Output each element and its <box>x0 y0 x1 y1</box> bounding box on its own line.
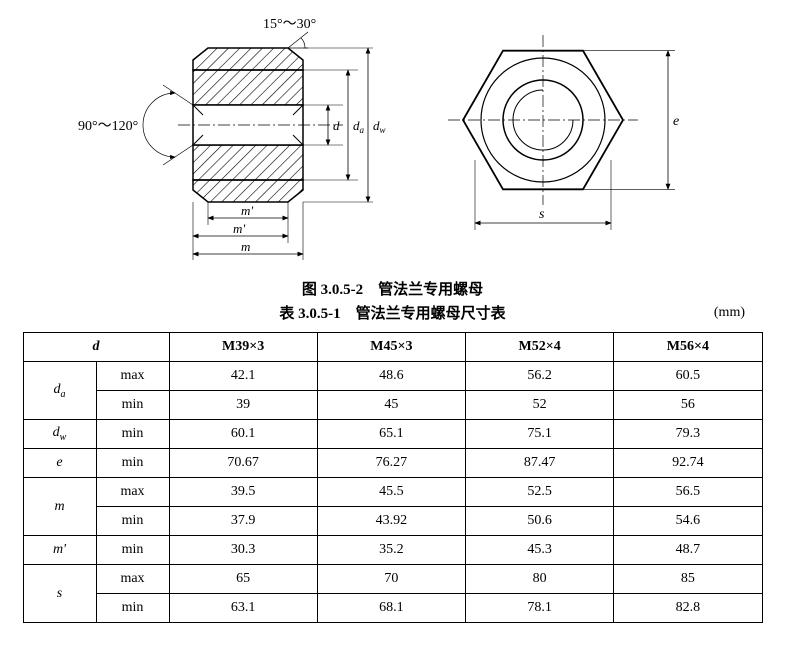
table-cell: 65.1 <box>317 420 465 449</box>
row-sub: min <box>96 536 169 565</box>
row-sub: max <box>96 478 169 507</box>
row-sub: min <box>96 594 169 623</box>
col-header: M56×4 <box>614 333 762 362</box>
row-label: e <box>23 449 96 478</box>
row-sub: max <box>96 362 169 391</box>
table-cell: 76.27 <box>317 449 465 478</box>
table-cell: 39 <box>169 391 317 420</box>
table-cell: 45.3 <box>466 536 614 565</box>
table-cell: 75.1 <box>466 420 614 449</box>
technical-diagram: d da dw 15°～30° 90°～120° m' m' m <box>13 10 773 270</box>
table-cell: 42.1 <box>169 362 317 391</box>
table-cell: 43.92 <box>317 507 465 536</box>
table-caption: 表 3.0.5-1 管法兰专用螺母尺寸表 <box>10 302 775 326</box>
table-cell: 52.5 <box>466 478 614 507</box>
dimension-table: d M39×3 M45×3 M52×4 M56×4 damax42.148.65… <box>23 332 763 623</box>
table-cell: 35.2 <box>317 536 465 565</box>
table-cell: 56.5 <box>614 478 762 507</box>
table-cell: 82.8 <box>614 594 762 623</box>
table-cell: 30.3 <box>169 536 317 565</box>
row-sub: min <box>96 449 169 478</box>
table-cell: 79.3 <box>614 420 762 449</box>
table-cell: 45.5 <box>317 478 465 507</box>
row-label: s <box>23 565 96 623</box>
table-cell: 92.74 <box>614 449 762 478</box>
table-cell: 60.1 <box>169 420 317 449</box>
table-cell: 56.2 <box>466 362 614 391</box>
angle-top-label: 15°～30° <box>263 17 316 32</box>
svg-text:m': m' <box>241 203 253 218</box>
row-sub: max <box>96 565 169 594</box>
col-header: M52×4 <box>466 333 614 362</box>
table-cell: 70 <box>317 565 465 594</box>
table-cell: 63.1 <box>169 594 317 623</box>
table-cell: 56 <box>614 391 762 420</box>
table-cell: 37.9 <box>169 507 317 536</box>
svg-text:da: da <box>353 118 365 135</box>
svg-text:dw: dw <box>373 118 386 135</box>
row-label: m' <box>23 536 96 565</box>
table-cell: 50.6 <box>466 507 614 536</box>
svg-text:m: m <box>241 239 250 254</box>
svg-text:m': m' <box>233 221 245 236</box>
table-cell: 60.5 <box>614 362 762 391</box>
col-header: M39×3 <box>169 333 317 362</box>
svg-text:s: s <box>539 207 545 222</box>
row-sub: min <box>96 391 169 420</box>
table-cell: 78.1 <box>466 594 614 623</box>
table-cell: 85 <box>614 565 762 594</box>
angle-left-label: 90°～120° <box>78 119 138 134</box>
row-label: da <box>23 362 96 420</box>
figure-caption: 图 3.0.5-2 管法兰专用螺母 <box>10 278 775 302</box>
table-cell: 45 <box>317 391 465 420</box>
row-label: m <box>23 478 96 536</box>
table-cell: 68.1 <box>317 594 465 623</box>
table-cell: 87.47 <box>466 449 614 478</box>
table-cell: 65 <box>169 565 317 594</box>
col-header: M45×3 <box>317 333 465 362</box>
svg-text:d: d <box>333 118 340 133</box>
row-sub: min <box>96 507 169 536</box>
table-cell: 70.67 <box>169 449 317 478</box>
svg-text:e: e <box>673 114 679 129</box>
row-sub: min <box>96 420 169 449</box>
table-cell: 48.6 <box>317 362 465 391</box>
table-cell: 48.7 <box>614 536 762 565</box>
row-label: dw <box>23 420 96 449</box>
table-cell: 54.6 <box>614 507 762 536</box>
captions-block: 图 3.0.5-2 管法兰专用螺母 表 3.0.5-1 管法兰专用螺母尺寸表 (… <box>10 278 775 326</box>
unit-label: (mm) <box>714 302 745 324</box>
table-cell: 52 <box>466 391 614 420</box>
header-d: d <box>23 333 169 362</box>
table-cell: 80 <box>466 565 614 594</box>
table-cell: 39.5 <box>169 478 317 507</box>
